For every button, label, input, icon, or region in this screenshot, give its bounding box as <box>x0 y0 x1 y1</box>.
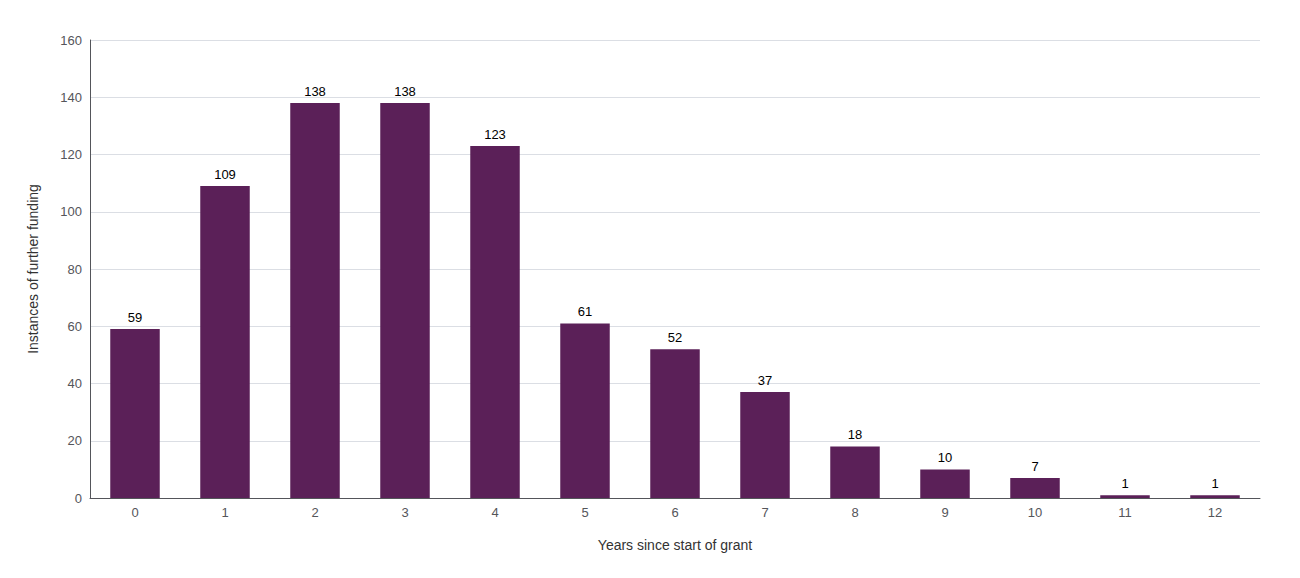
svg-text:1: 1 <box>1121 476 1128 491</box>
svg-text:12: 12 <box>1208 505 1222 520</box>
svg-text:80: 80 <box>68 262 82 277</box>
svg-text:11: 11 <box>1118 505 1132 520</box>
svg-text:9: 9 <box>941 505 948 520</box>
svg-text:140: 140 <box>60 90 82 105</box>
svg-text:37: 37 <box>758 373 772 388</box>
svg-text:100: 100 <box>60 204 82 219</box>
svg-text:52: 52 <box>668 330 682 345</box>
svg-text:138: 138 <box>304 84 326 99</box>
svg-text:0: 0 <box>75 491 82 506</box>
svg-text:120: 120 <box>60 147 82 162</box>
svg-text:1: 1 <box>221 505 228 520</box>
svg-text:10: 10 <box>1028 505 1042 520</box>
svg-text:61: 61 <box>578 304 592 319</box>
svg-text:1: 1 <box>1211 476 1218 491</box>
svg-text:Years since start of grant: Years since start of grant <box>598 537 752 553</box>
svg-text:160: 160 <box>60 33 82 48</box>
svg-text:18: 18 <box>848 427 862 442</box>
svg-text:2: 2 <box>311 505 318 520</box>
svg-text:10: 10 <box>938 450 952 465</box>
svg-text:59: 59 <box>128 310 142 325</box>
svg-text:0: 0 <box>131 505 138 520</box>
svg-text:6: 6 <box>671 505 678 520</box>
svg-text:40: 40 <box>68 376 82 391</box>
svg-text:123: 123 <box>484 127 506 142</box>
svg-text:4: 4 <box>491 505 498 520</box>
svg-text:60: 60 <box>68 319 82 334</box>
svg-text:Instances of further funding: Instances of further funding <box>25 184 41 354</box>
svg-text:5: 5 <box>581 505 588 520</box>
svg-text:7: 7 <box>1031 459 1038 474</box>
svg-text:138: 138 <box>394 84 416 99</box>
svg-text:3: 3 <box>401 505 408 520</box>
svg-text:7: 7 <box>761 505 768 520</box>
svg-text:20: 20 <box>68 433 82 448</box>
svg-text:109: 109 <box>214 167 236 182</box>
svg-text:8: 8 <box>851 505 858 520</box>
